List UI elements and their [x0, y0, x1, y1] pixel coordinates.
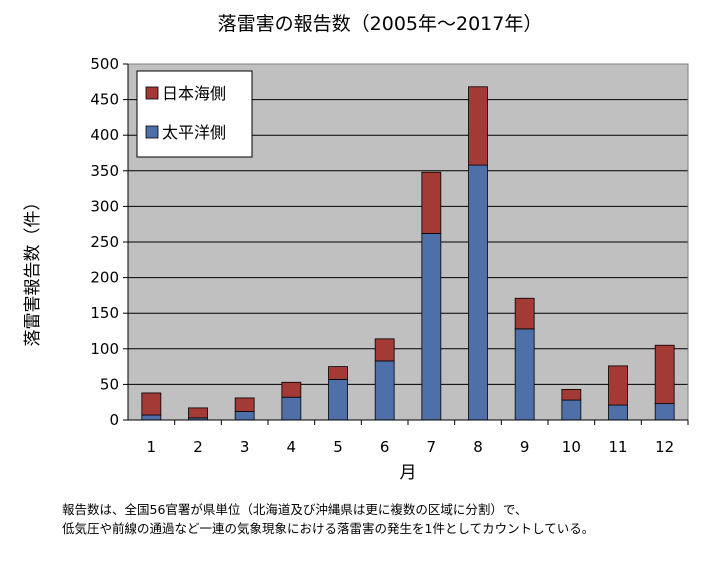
- x-tick-label: 8: [473, 438, 483, 456]
- bar-segment-pacific-side-month-3: [234, 411, 255, 421]
- bar-segment-japan-sea-side-month-11: [608, 365, 628, 406]
- legend-box: [136, 70, 253, 158]
- footnote: 報告数は、全国56官署が県単位（北海道及び沖縄県は更に複数の区域に分割）で、 低…: [62, 500, 702, 538]
- x-tick-label: 10: [562, 438, 581, 456]
- bar-segment-japan-sea-side-month-10: [561, 388, 582, 401]
- bar-segment-pacific-side-month-10: [561, 399, 582, 421]
- y-tick-label: 400: [90, 126, 119, 144]
- y-tick-label: 200: [90, 269, 119, 287]
- legend-label-japan-sea-side: 日本海側: [162, 84, 226, 103]
- footnote-line-1: 報告数は、全国56官署が県単位（北海道及び沖縄県は更に複数の区域に分割）で、: [62, 502, 528, 517]
- bars: [141, 86, 675, 421]
- y-tick-label: 350: [90, 162, 119, 180]
- x-tick-label: 2: [193, 438, 203, 456]
- x-axis-ticks: 1 2 3 4 5 6 7 8 9 10 11 12: [147, 420, 689, 456]
- bar-segment-japan-sea-side-month-9: [514, 297, 535, 330]
- x-tick-label: 4: [287, 438, 297, 456]
- y-tick-label: 0: [109, 411, 119, 429]
- chart-title: 落雷害の報告数（2005年～2017年）: [218, 13, 543, 35]
- bar-segment-japan-sea-side-month-7: [421, 171, 442, 234]
- y-tick-label: 250: [90, 233, 119, 251]
- x-tick-label: 11: [608, 438, 627, 456]
- x-tick-label: 7: [427, 438, 437, 456]
- legend-label-pacific-side: 太平洋側: [162, 123, 226, 142]
- y-axis-ticks: 0 50 100 150 200 250 300 350 400 450 500: [90, 55, 128, 429]
- y-tick-label: 50: [100, 375, 119, 393]
- x-tick-label: 6: [380, 438, 390, 456]
- bar-segment-japan-sea-side-month-3: [234, 397, 255, 412]
- bar-segment-pacific-side-month-8: [468, 164, 488, 421]
- x-tick-label: 5: [333, 438, 343, 456]
- legend-swatch-japan-sea-side: [145, 86, 159, 100]
- bar-segment-japan-sea-side-month-8: [468, 86, 488, 166]
- bar-segment-pacific-side-month-1: [141, 414, 162, 421]
- y-tick-label: 150: [90, 304, 119, 322]
- bar-segment-pacific-side-month-11: [608, 404, 628, 421]
- bar-segment-pacific-side-month-12: [654, 403, 675, 421]
- bar-segment-pacific-side-month-9: [514, 328, 535, 421]
- bar-segment-pacific-side-month-5: [328, 379, 348, 421]
- x-tick-label: 12: [655, 438, 674, 456]
- y-tick-label: 500: [90, 55, 119, 73]
- footnote-line-2: 低気圧や前線の通過など一連の気象現象における落雷害の発生を1件としてカウントして…: [62, 521, 595, 536]
- y-tick-label: 100: [90, 340, 119, 358]
- bar-segment-pacific-side-month-7: [421, 233, 442, 421]
- y-tick-label: 300: [90, 197, 119, 215]
- bar-segment-japan-sea-side-month-4: [281, 381, 302, 398]
- bar-segment-japan-sea-side-month-6: [374, 338, 395, 362]
- bar-segment-japan-sea-side-month-5: [328, 366, 348, 380]
- bar-segment-pacific-side-month-6: [374, 360, 395, 421]
- x-tick-label: 9: [520, 438, 530, 456]
- x-tick-label: 3: [240, 438, 250, 456]
- y-tick-label: 450: [90, 91, 119, 109]
- bar-segment-pacific-side-month-4: [281, 396, 302, 421]
- y-axis-title: 落雷害報告数（件）: [23, 194, 43, 347]
- legend: 日本海側 太平洋側: [136, 70, 253, 158]
- bar-segment-japan-sea-side-month-1: [141, 392, 162, 416]
- x-axis-title: 月: [400, 463, 417, 483]
- x-tick-label: 1: [147, 438, 157, 456]
- bar-segment-japan-sea-side-month-12: [654, 344, 675, 405]
- bar-segment-japan-sea-side-month-2: [188, 407, 208, 419]
- legend-swatch-pacific-side: [145, 125, 159, 139]
